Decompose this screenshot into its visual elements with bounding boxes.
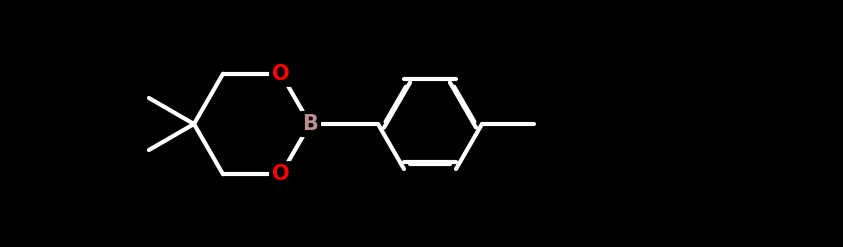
Text: O: O [272, 164, 290, 184]
Text: O: O [272, 64, 290, 84]
Text: B: B [302, 114, 318, 134]
